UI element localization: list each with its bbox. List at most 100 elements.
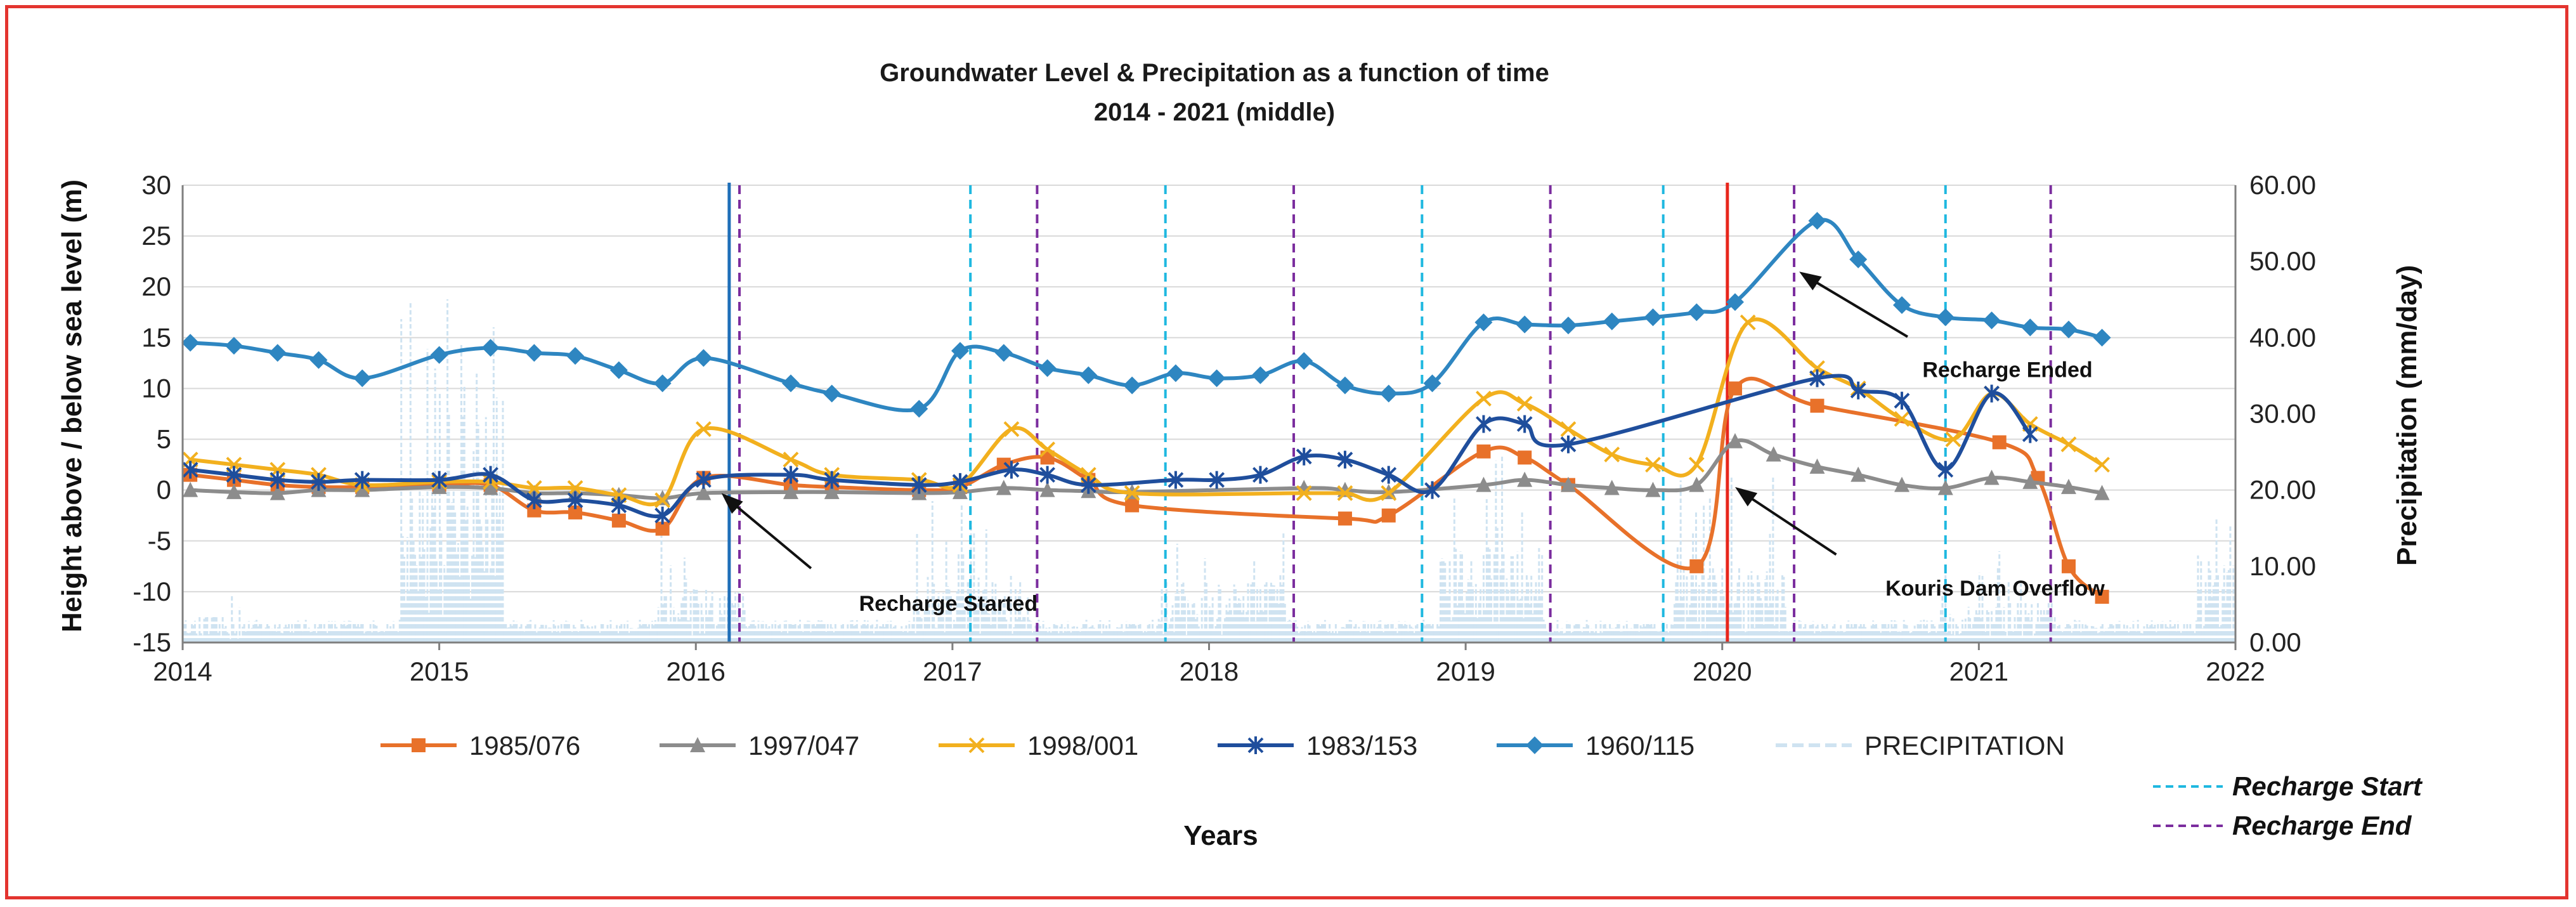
ref-legend-label: Recharge End bbox=[2232, 811, 2412, 840]
data-point-1998-001 bbox=[1645, 457, 1661, 473]
x-tick-label: 2022 bbox=[2206, 656, 2265, 686]
data-point-1998-001 bbox=[695, 421, 712, 437]
annotation-arrow-1 bbox=[1743, 492, 1837, 556]
data-point-1983-153 bbox=[1209, 471, 1225, 489]
data-point-1983-153 bbox=[824, 471, 840, 489]
data-point-1997-047 bbox=[2022, 473, 2038, 489]
data-point-1960-115 bbox=[1379, 384, 1398, 403]
data-point-1983-153 bbox=[1984, 384, 2000, 403]
data-point-1960-115 bbox=[224, 337, 243, 355]
data-point-1998-001 bbox=[783, 452, 799, 468]
data-point-1998-001 bbox=[2060, 436, 2077, 452]
y-tick-label: -5 bbox=[148, 526, 171, 556]
annotation-arrowhead-0 bbox=[721, 493, 743, 514]
data-point-1960-115 bbox=[1726, 293, 1744, 311]
annotation-arrowhead-1 bbox=[1734, 486, 1758, 507]
data-point-1960-115 bbox=[1559, 316, 1577, 335]
legend-marker-1998-001 bbox=[968, 737, 985, 754]
legend-label: 1960/115 bbox=[1585, 731, 1695, 760]
data-point-1985-076 bbox=[611, 513, 626, 528]
y2-tick-label: 30.00 bbox=[2249, 399, 2316, 429]
data-point-1960-115 bbox=[694, 349, 713, 367]
annotation-label: Kouris Dam Overflow bbox=[1885, 577, 2105, 601]
data-point-1998-001 bbox=[2094, 457, 2111, 473]
x-axis-title: Years bbox=[1183, 820, 1258, 851]
data-point-1985-076 bbox=[1689, 559, 1704, 573]
y2-tick-label: 20.00 bbox=[2249, 475, 2316, 505]
data-point-1997-047 bbox=[1727, 433, 1743, 448]
data-point-1960-115 bbox=[2059, 320, 2078, 339]
data-point-1997-047 bbox=[2094, 485, 2110, 500]
legend: 1985/076 1997/047 1998/001 1983/153 1960/115… bbox=[381, 731, 2065, 760]
data-point-1960-115 bbox=[994, 344, 1013, 362]
legend-marker-1983-153 bbox=[1247, 736, 1264, 754]
data-point-1983-153 bbox=[695, 471, 712, 489]
data-point-1998-001 bbox=[1604, 447, 1620, 463]
data-point-1960-115 bbox=[910, 400, 928, 418]
data-point-1983-153 bbox=[2022, 425, 2038, 443]
data-point-1983-153 bbox=[1894, 391, 1910, 410]
data-point-1983-153 bbox=[1381, 466, 1397, 484]
data-point-1998-001 bbox=[1894, 411, 1910, 427]
data-point-1985-076 bbox=[527, 503, 542, 518]
legend-marker-1997-047 bbox=[690, 737, 705, 752]
data-point-1960-115 bbox=[951, 342, 970, 360]
y2-axis-title: Precipitation (mm/day) bbox=[2391, 265, 2423, 566]
plot-area: 302520151050-5-10-1560.0050.0040.0030.00… bbox=[133, 170, 2423, 840]
data-point-1997-047 bbox=[783, 483, 798, 499]
data-point-1960-115 bbox=[1423, 374, 1441, 393]
data-point-1960-115 bbox=[2093, 329, 2111, 347]
x-tick-label: 2014 bbox=[153, 656, 212, 686]
data-point-1983-153 bbox=[611, 496, 627, 514]
annotation-arrow-0 bbox=[729, 500, 812, 570]
legend-marker-1960-115 bbox=[1526, 736, 1544, 754]
data-point-1960-115 bbox=[1936, 308, 1955, 327]
data-point-1983-153 bbox=[1168, 471, 1184, 489]
data-point-1997-047 bbox=[270, 485, 285, 500]
data-point-1985-076 bbox=[655, 521, 670, 536]
annotation-label: Recharge Started bbox=[859, 592, 1038, 616]
data-point-1983-153 bbox=[1516, 415, 1533, 433]
data-point-1960-115 bbox=[430, 346, 448, 364]
data-point-1985-076 bbox=[1992, 435, 2007, 450]
y-tick-label: 25 bbox=[141, 221, 171, 251]
data-point-1985-076 bbox=[1727, 381, 1742, 396]
data-point-1960-115 bbox=[525, 344, 543, 362]
y-tick-label: 5 bbox=[157, 424, 171, 454]
data-point-1985-076 bbox=[1810, 398, 1825, 413]
data-point-1997-047 bbox=[1984, 469, 2000, 485]
chart-title: Groundwater Level & Precipitation as a f… bbox=[880, 59, 1549, 87]
legend-label: 1998/001 bbox=[1027, 731, 1138, 760]
data-point-1997-047 bbox=[1766, 446, 1781, 462]
data-point-1960-115 bbox=[1688, 303, 1706, 322]
data-point-1983-153 bbox=[226, 466, 242, 484]
data-point-1983-153 bbox=[1850, 381, 1866, 400]
y-tick-label: -10 bbox=[133, 577, 171, 606]
data-point-1960-115 bbox=[1516, 315, 1534, 334]
data-point-1997-047 bbox=[953, 483, 968, 499]
data-point-1997-047 bbox=[1039, 481, 1055, 497]
annotation-arrowhead-2 bbox=[1799, 271, 1822, 290]
data-point-1983-153 bbox=[1337, 450, 1353, 469]
data-point-1985-076 bbox=[996, 457, 1011, 472]
data-point-1997-047 bbox=[483, 480, 498, 495]
y2-tick-label: 50.00 bbox=[2249, 246, 2316, 276]
data-point-1960-115 bbox=[268, 344, 287, 362]
data-point-1983-153 bbox=[483, 466, 498, 484]
data-point-1983-153 bbox=[1080, 476, 1096, 494]
data-point-1997-047 bbox=[1809, 458, 1825, 474]
x-tick-label: 2018 bbox=[1180, 656, 1239, 686]
data-point-1983-153 bbox=[911, 476, 927, 494]
chart-subtitle: 2014 - 2021 (middle) bbox=[1094, 98, 1335, 126]
series-1983-153 bbox=[182, 369, 2038, 525]
data-point-1983-153 bbox=[354, 471, 370, 489]
y-tick-label: -15 bbox=[133, 627, 171, 657]
data-point-1985-076 bbox=[1518, 450, 1532, 465]
data-point-1983-153 bbox=[1296, 447, 1312, 466]
data-point-1983-153 bbox=[567, 491, 583, 509]
y-tick-label: 10 bbox=[141, 373, 171, 403]
data-point-1998-001 bbox=[1740, 314, 1756, 330]
reference-legend: Recharge Start Recharge End bbox=[2153, 771, 2423, 840]
series-1960-115 bbox=[181, 212, 2111, 418]
